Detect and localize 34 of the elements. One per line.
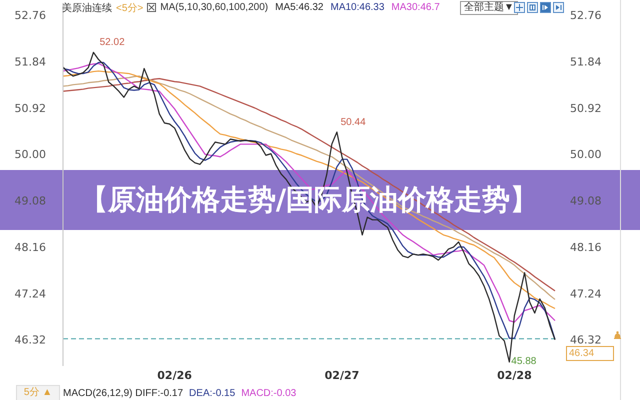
data-label: 52.02	[100, 37, 125, 50]
text: 5分 ▲	[16, 385, 60, 400]
data-label: 45.88	[511, 356, 536, 368]
y-tick-label: 49.08	[14, 194, 46, 208]
y2-tick-label: 49.08	[570, 194, 602, 208]
text: MACD(26,12,9) DIFF:-0.17	[63, 388, 184, 399]
y2-tick-label: 48.16	[570, 240, 602, 254]
x-tick-label: 02/27	[324, 368, 360, 382]
y2-tick-label: 50.00	[570, 148, 602, 162]
y-tick-label: 46.32	[14, 334, 46, 347]
text: MA10:46.33	[330, 2, 384, 13]
y-tick-label: 50.00	[14, 148, 46, 162]
text: MACD:-0.03	[241, 388, 296, 399]
text: DEA:-0.15	[189, 388, 236, 399]
legend-title: MA(5,10,30,60,100,200)	[160, 2, 268, 13]
ref-line-label: 46.34	[566, 346, 614, 361]
y-tick-label: 50.92	[14, 102, 46, 115]
annotation: <5分>	[116, 2, 144, 14]
chart-subtitle: 美原油连续	[62, 2, 112, 14]
text: MA5:46.32	[275, 2, 324, 13]
y2-tick-label: 47.24	[570, 287, 602, 300]
y2-tick-label: 46.32	[570, 334, 602, 347]
x-tick-label: 02/28	[497, 368, 532, 382]
y2-tick-label: 51.84	[570, 55, 602, 68]
y-tick-label: 51.84	[14, 55, 46, 68]
annotation: 全部主题▼	[460, 1, 518, 15]
y2-tick-label: 52.76	[570, 9, 602, 22]
y-tick-label: 47.24	[14, 287, 46, 300]
x-tick-label: 02/26	[157, 368, 192, 382]
y2-tick-label: 50.92	[570, 102, 602, 115]
y-tick-label: 48.16	[14, 240, 46, 254]
data-label: 50.44	[340, 117, 366, 130]
text: MA30:46.7	[391, 2, 440, 13]
y-tick-label: 52.76	[14, 9, 46, 22]
